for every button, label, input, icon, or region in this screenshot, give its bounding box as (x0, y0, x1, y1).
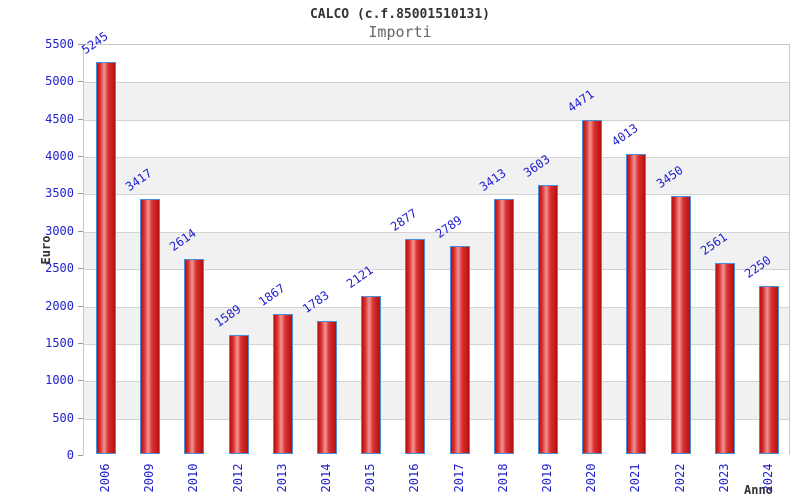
bar (758, 285, 779, 454)
x-tick-label: 2023 (716, 463, 731, 493)
bar (582, 119, 603, 454)
x-tick-label: 2021 (628, 463, 643, 493)
bar (405, 239, 426, 454)
y-tick-label: 2000 (45, 298, 74, 313)
plot-area (83, 44, 790, 456)
y-tick-label: 0 (66, 448, 74, 462)
gridline (84, 343, 789, 345)
y-tick-mark (78, 455, 83, 456)
x-tick-label: 2020 (584, 463, 599, 493)
gridline (84, 231, 789, 233)
plot-band (84, 119, 789, 158)
chart-subtitle: Importi (368, 23, 432, 41)
gridline (84, 82, 789, 84)
bar (140, 198, 161, 454)
y-tick-mark (78, 380, 83, 382)
gridline (84, 194, 789, 196)
gridline (84, 119, 789, 121)
bar (449, 245, 470, 454)
y-tick-label: 5500 (45, 37, 74, 51)
plot-band (84, 82, 789, 120)
gridline (84, 157, 789, 159)
y-tick-label: 2500 (45, 261, 74, 276)
x-tick-label: 2013 (274, 463, 289, 493)
chart-title: CALCO (c.f.85001510131) (309, 7, 490, 22)
bar (361, 295, 382, 454)
gridline (84, 306, 789, 308)
y-tick-mark (78, 268, 83, 270)
x-tick-label: 2006 (98, 463, 113, 493)
plot-band (84, 45, 789, 83)
x-tick-label: 2014 (319, 463, 334, 493)
y-tick-mark (78, 417, 83, 419)
y-tick-label: 500 (52, 410, 74, 425)
gridline (84, 269, 789, 271)
bar (626, 154, 647, 454)
x-tick-label: 2009 (142, 463, 157, 493)
y-tick-label: 4500 (45, 111, 74, 126)
x-tick-label: 2018 (495, 463, 510, 493)
y-tick-mark (78, 230, 83, 232)
bar (537, 184, 558, 454)
y-tick-mark (78, 81, 83, 83)
y-tick-label: 1500 (45, 335, 74, 350)
bar (184, 258, 205, 454)
x-tick-label: 2016 (407, 463, 422, 493)
y-tick-mark (78, 305, 83, 307)
x-tick-label: 2024 (760, 463, 775, 493)
x-tick-label: 2015 (363, 463, 378, 493)
y-tick-label: 3000 (45, 223, 74, 238)
y-tick-label: 3500 (45, 186, 74, 201)
bar (317, 320, 338, 454)
y-tick-mark (78, 342, 83, 344)
x-axis-label: Anno (744, 483, 773, 497)
y-tick-label: 5000 (45, 74, 74, 89)
x-tick-label: 2019 (539, 463, 554, 493)
bar (96, 62, 117, 454)
bar (493, 198, 514, 454)
bar (272, 314, 293, 454)
y-tick-mark (78, 44, 83, 45)
x-tick-label: 2022 (672, 463, 687, 493)
y-tick-mark (78, 193, 83, 195)
y-tick-label: 1000 (45, 373, 74, 388)
x-tick-label: 2012 (230, 463, 245, 493)
gridline (84, 381, 789, 383)
bar (228, 335, 249, 454)
y-tick-mark (78, 118, 83, 120)
y-tick-mark (78, 156, 83, 158)
y-tick-label: 4000 (45, 149, 74, 164)
x-tick-label: 2017 (451, 463, 466, 493)
bar (714, 262, 735, 454)
gridline (84, 418, 789, 420)
plot-band (84, 157, 789, 195)
bar (670, 196, 691, 454)
x-tick-label: 2010 (186, 463, 201, 493)
